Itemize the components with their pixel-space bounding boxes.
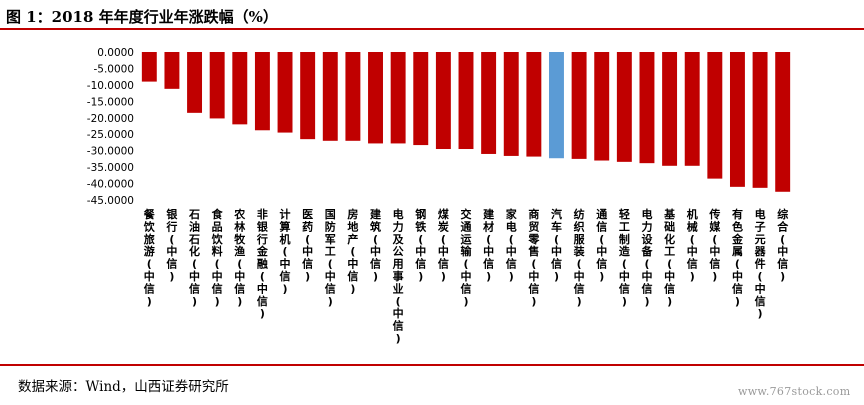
bar <box>526 52 542 157</box>
bar <box>594 52 610 161</box>
bar <box>639 52 655 164</box>
bar <box>729 52 745 187</box>
x-category-label: 食品饮料(中信) <box>211 207 224 308</box>
x-category-label: 银行(中信) <box>165 207 178 283</box>
bar <box>141 52 157 82</box>
bar <box>707 52 723 179</box>
y-tick-label: -25.0000 <box>87 129 134 141</box>
bar <box>164 52 180 89</box>
y-tick-label: 0.0000 <box>97 47 134 59</box>
bar <box>254 52 270 131</box>
bar <box>413 52 429 146</box>
figure-title: 图 1：2018 年年度行业年涨跌幅（%） <box>6 8 278 26</box>
x-category-label: 纺织服装(中信) <box>573 207 586 308</box>
x-category-label: 综合(中信) <box>777 207 789 283</box>
bar <box>775 52 791 192</box>
top-rule <box>0 28 864 30</box>
x-category-label: 计算机(中信) <box>279 207 291 295</box>
x-category-label: 医药(中信) <box>302 208 313 283</box>
x-category-label: 轻工制造(中信) <box>619 207 631 308</box>
x-category-label: 家电(中信) <box>506 207 518 283</box>
y-tick-label: -30.0000 <box>87 146 134 158</box>
y-tick-label: -15.0000 <box>87 96 134 108</box>
bar <box>322 52 338 141</box>
x-category-label: 有色金属(中信) <box>731 207 744 308</box>
x-category-label: 汽车(中信) <box>551 207 562 283</box>
bar <box>458 52 474 150</box>
bar <box>209 52 225 119</box>
x-category-label: 农林牧渔(中信) <box>233 207 246 308</box>
x-category-label: 基础化工(中信) <box>663 207 676 308</box>
x-category-label: 商贸零售(中信) <box>527 207 540 308</box>
bar <box>368 52 383 144</box>
y-tick-label: -10.0000 <box>87 80 134 92</box>
x-category-label: 建材(中信) <box>483 207 495 283</box>
x-axis-labels: 餐饮旅游(中信) 银行(中信) 石油石化(中信) 食品饮料(中信) 农林牧渔(中信) 非银… <box>143 207 789 345</box>
y-tick-label: -20.0000 <box>87 113 134 125</box>
bar <box>345 52 361 141</box>
bars <box>141 52 791 192</box>
bar <box>232 52 248 125</box>
bottom-rule <box>0 364 864 366</box>
x-category-label: 电子元器件(中信) <box>754 207 767 320</box>
bar <box>662 52 678 166</box>
x-category-label: 钢铁(中信) <box>415 207 426 283</box>
x-category-label: 传媒(中信) <box>708 207 721 283</box>
y-axis: 0.0000 -5.0000 -10.0000 -15.0000 -20.0000 -25… <box>87 47 134 207</box>
bar <box>481 52 497 154</box>
bar <box>187 52 203 113</box>
x-category-label: 电力及公用事业(中信) <box>393 207 405 345</box>
bar <box>752 52 768 188</box>
bar <box>616 52 632 162</box>
bar <box>571 52 587 159</box>
bar <box>684 52 700 166</box>
x-category-label: 机械(中信) <box>687 207 698 283</box>
y-tick-label: -45.0000 <box>87 195 134 207</box>
y-tick-label: -35.0000 <box>87 162 134 174</box>
bar <box>390 52 406 144</box>
x-category-label: 电力设备(中信) <box>640 207 653 308</box>
bar <box>549 52 564 159</box>
x-category-label: 交通运输(中信) <box>461 207 473 308</box>
x-category-label: 石油石化(中信) <box>188 208 200 308</box>
x-category-label: 建筑(中信) <box>370 207 382 283</box>
x-category-label: 非银行金融(中信) <box>256 207 269 320</box>
bar <box>503 52 519 156</box>
x-category-label: 国防军工(中信) <box>325 208 336 308</box>
x-category-label: 餐饮旅游(中信) <box>143 207 156 308</box>
bar-chart: 0.0000 -5.0000 -10.0000 -15.0000 -20.0000 -25… <box>87 47 791 345</box>
y-tick-label: -40.0000 <box>87 179 134 191</box>
watermark: www.767stock.com <box>738 385 851 398</box>
bar <box>435 52 451 150</box>
x-category-label: 煤炭(中信) <box>438 207 450 283</box>
y-tick-label: -5.0000 <box>93 63 134 75</box>
source-note: 数据来源：Wind，山西证券研究所 <box>18 379 229 395</box>
x-category-label: 通信(中信) <box>596 208 607 283</box>
x-category-label: 房地产(中信) <box>347 207 358 295</box>
bar <box>277 52 293 133</box>
bar <box>300 52 316 140</box>
